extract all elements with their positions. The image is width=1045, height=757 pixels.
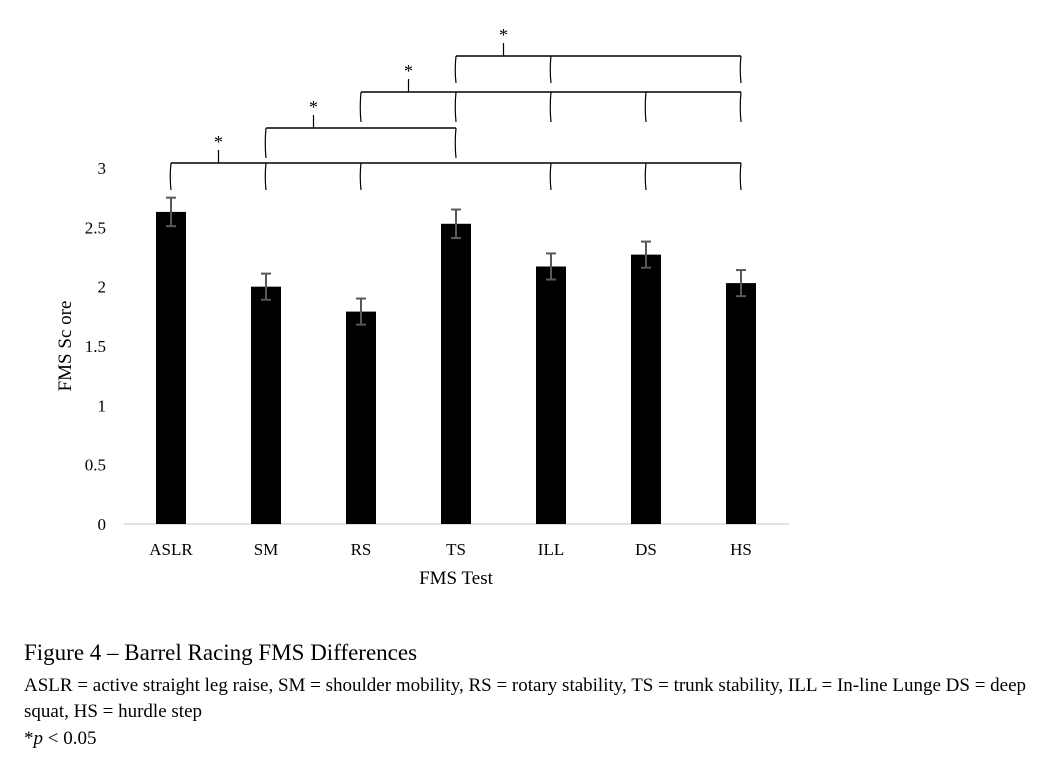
x-tick-label: TS bbox=[446, 540, 466, 559]
significance-note-prefix: * bbox=[24, 728, 34, 749]
significance-note-p-symbol: p bbox=[33, 728, 44, 749]
bar-hs bbox=[726, 283, 756, 524]
bar-sm bbox=[251, 286, 281, 524]
bar-ds bbox=[631, 254, 661, 525]
significance-bracket-foot bbox=[169, 162, 172, 191]
bar-ill bbox=[536, 266, 566, 524]
significance-bracket-foot bbox=[264, 127, 267, 159]
bar-aslr bbox=[156, 211, 186, 524]
bar-rs bbox=[346, 311, 376, 524]
significance-star: * bbox=[214, 132, 223, 152]
y-tick-label: 0 bbox=[98, 515, 107, 534]
y-tick-label: 3 bbox=[98, 159, 107, 178]
x-tick-label: SM bbox=[254, 540, 279, 559]
x-tick-label: ILL bbox=[538, 540, 564, 559]
y-axis-title: FMS Sc ore bbox=[55, 301, 76, 392]
y-tick-label: 2.5 bbox=[85, 218, 106, 237]
x-axis-title: FMS Test bbox=[419, 568, 494, 589]
y-tick-label: 1 bbox=[98, 396, 107, 415]
significance-bracket-foot bbox=[549, 55, 552, 84]
significance-bracket-foot bbox=[644, 91, 647, 123]
figure-caption-abbreviations: ASLR = active straight leg raise, SM = s… bbox=[24, 675, 1027, 722]
significance-star: * bbox=[404, 61, 413, 81]
figure-caption-title: Figure 4 – Barrel Racing FMS Differences bbox=[24, 640, 418, 665]
significance-star: * bbox=[309, 97, 318, 117]
x-tick-label: ASLR bbox=[149, 540, 193, 559]
x-tick-label: RS bbox=[351, 540, 372, 559]
significance-bracket-foot bbox=[264, 162, 267, 191]
significance-bracket-foot bbox=[739, 55, 742, 84]
x-tick-label: HS bbox=[730, 540, 752, 559]
significance-bracket-foot bbox=[644, 162, 647, 191]
y-tick-label: 1.5 bbox=[85, 337, 106, 356]
bar-ts bbox=[441, 223, 471, 525]
significance-bracket-foot bbox=[739, 91, 742, 123]
significance-bracket-foot bbox=[359, 91, 362, 123]
significance-bracket-foot bbox=[454, 127, 457, 159]
y-tick-label: 2 bbox=[98, 278, 107, 297]
significance-bracket-foot bbox=[454, 55, 457, 84]
significance-bracket-foot bbox=[739, 162, 742, 191]
significance-note: *p < 0.05 bbox=[24, 726, 1034, 752]
bar-chart: * * * * 0 0.5 1 1.5 2 2.5 3 ASLR SM RS TS ILL DS HS FMS … bbox=[55, 25, 789, 589]
significance-star: * bbox=[499, 25, 508, 45]
x-tick-label: DS bbox=[635, 540, 657, 559]
significance-bracket-foot bbox=[359, 162, 362, 191]
significance-bracket-foot bbox=[454, 91, 457, 123]
significance-bracket-foot bbox=[549, 162, 552, 191]
y-tick-label: 0.5 bbox=[85, 456, 106, 475]
significance-bracket-foot bbox=[549, 91, 552, 123]
significance-note-threshold: < 0.05 bbox=[43, 728, 97, 749]
